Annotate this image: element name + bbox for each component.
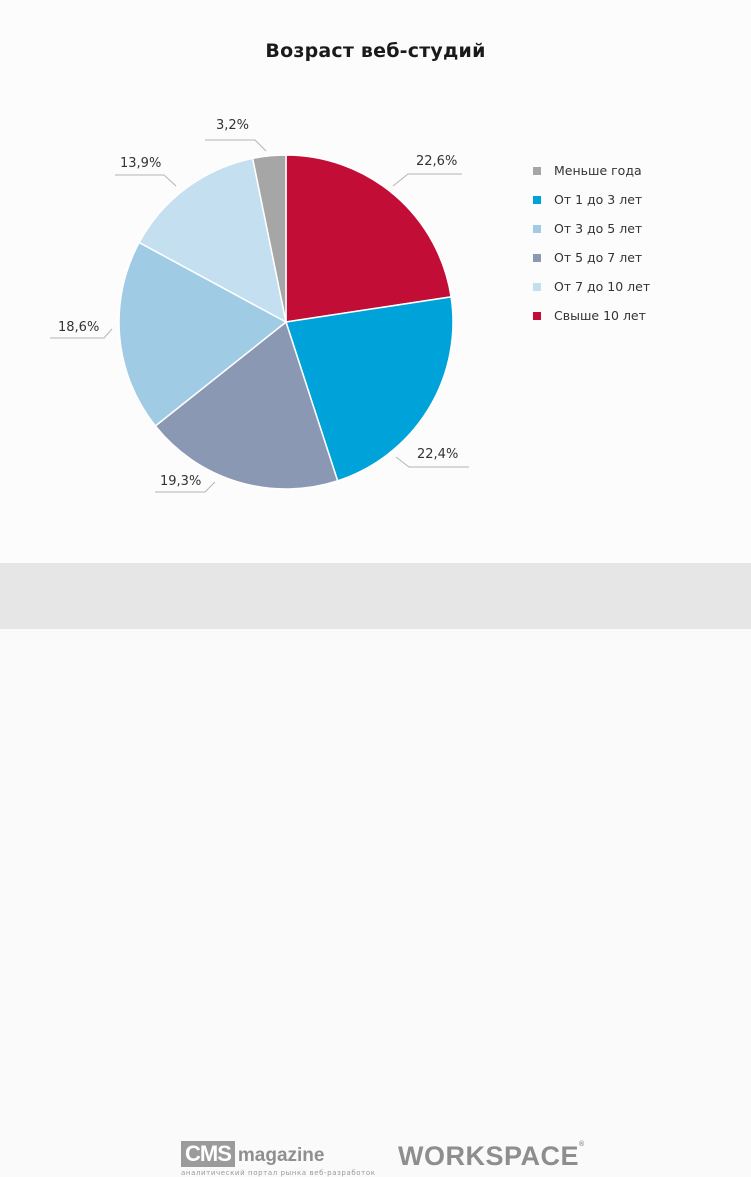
legend-label: Свыше 10 лет <box>554 308 646 323</box>
leader-line <box>50 328 113 339</box>
legend-swatch-icon <box>533 253 541 262</box>
legend-item: Свыше 10 лет <box>533 301 650 330</box>
slice-value-label: 18,6% <box>58 320 100 335</box>
pie-slice <box>285 296 454 482</box>
slice-value-label: 3,2% <box>216 118 250 133</box>
legend-swatch-icon <box>533 311 541 320</box>
legend-swatch-icon <box>533 166 541 175</box>
pie-slice <box>118 241 288 428</box>
workspace-logo: WORKSPACE® <box>398 1141 585 1172</box>
pie-chart <box>50 139 469 493</box>
legend-label: От 5 до 7 лет <box>554 250 643 265</box>
legend-item: От 7 до 10 лет <box>533 272 650 301</box>
registered-mark: ® <box>579 1141 585 1148</box>
chart-title: Возраст веб-студий <box>265 40 486 62</box>
pie-slice <box>154 320 339 490</box>
slice-value-label: 22,4% <box>417 447 459 462</box>
legend-swatch-icon <box>533 195 541 204</box>
pie-slice <box>251 154 287 323</box>
legend-swatch-icon <box>533 282 541 291</box>
cms-logo-box: CMS <box>181 1141 235 1167</box>
legend-label: От 1 до 3 лет <box>554 192 643 207</box>
leader-line <box>115 174 177 187</box>
leader-line <box>395 456 469 468</box>
pie-slice <box>285 154 452 323</box>
cms-logo-word: magazine <box>237 1145 325 1166</box>
legend-label: От 3 до 5 лет <box>554 221 643 236</box>
legend-item: От 3 до 5 лет <box>533 214 650 243</box>
slice-value-label: 13,9% <box>120 156 162 171</box>
slice-value-label: 22,6% <box>416 154 458 169</box>
legend-item: Меньше года <box>533 156 650 185</box>
footer: CMS magazine аналитический портал рынка … <box>0 563 751 1177</box>
leader-line <box>392 173 462 187</box>
leader-line <box>155 481 216 493</box>
legend-label: От 7 до 10 лет <box>554 279 651 294</box>
leader-line <box>205 139 267 152</box>
legend-label: Меньше года <box>554 163 642 178</box>
legend-item: От 5 до 7 лет <box>533 243 650 272</box>
chart-area: Возраст веб-студий 22,6% 22,4% 19,3% 18,6% 1… <box>0 0 751 563</box>
cms-magazine-logo: CMS magazine <box>181 1141 324 1167</box>
workspace-text: WORKSPACE <box>398 1141 580 1171</box>
cms-tagline: аналитический портал рынка веб-разработо… <box>181 1169 376 1177</box>
legend: Меньше года От 1 до 3 лет От 3 до 5 лет От … <box>533 156 650 330</box>
legend-swatch-icon <box>533 224 541 233</box>
legend-item: От 1 до 3 лет <box>533 185 650 214</box>
pie-slice <box>138 157 288 324</box>
slice-value-label: 19,3% <box>160 474 202 489</box>
